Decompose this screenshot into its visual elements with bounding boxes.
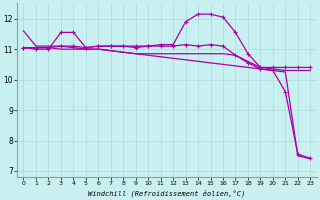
- X-axis label: Windchill (Refroidissement éolien,°C): Windchill (Refroidissement éolien,°C): [88, 189, 245, 197]
